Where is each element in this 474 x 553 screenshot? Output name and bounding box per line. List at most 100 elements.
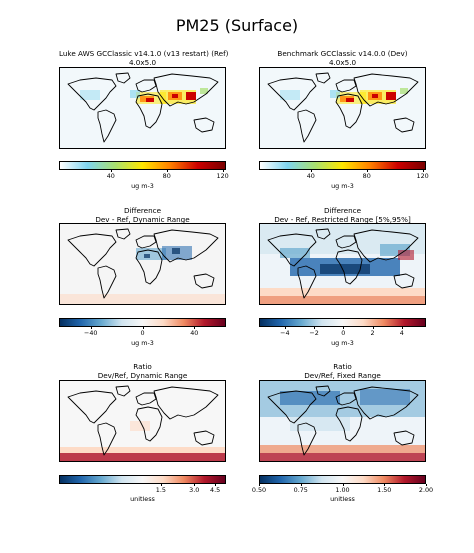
colorbar-tick-mark <box>194 327 196 329</box>
panel-title-ratio-dyn: Ratio Dev/Ref, Dynamic Range <box>59 362 226 380</box>
colorbar-tick-label: 4.5 <box>210 486 221 494</box>
coastline <box>193 117 215 133</box>
coastline <box>315 228 331 240</box>
colorbar-tick-mark <box>166 170 168 172</box>
coastline <box>135 406 163 442</box>
colorbar-tick-mark <box>222 170 224 172</box>
panel-title-ref-line1: Luke AWS GCClassic v14.1.0 (v13 restart)… <box>59 49 229 58</box>
coastline <box>297 265 317 299</box>
coastline <box>393 430 415 446</box>
coastline <box>135 249 163 285</box>
panel-title-diff-res-line1: Difference <box>323 206 362 215</box>
panel-title-diff-dyn-line1: Difference <box>123 206 162 215</box>
colorbar-tick-label: 2 <box>370 329 375 337</box>
colorbar-tick-label: 40 <box>190 329 199 337</box>
colorbar-tick-mark <box>259 484 260 486</box>
coastline <box>335 235 357 249</box>
coastline <box>193 430 215 446</box>
coastline <box>393 117 415 133</box>
colorbar-ticks-ratio-fix: 0.50 0.75 1.00 1.50 2.00 <box>252 484 433 504</box>
colorbar-unit-diff-res: ug m-3 <box>331 339 354 347</box>
colorbar-ratio-fix <box>259 475 426 484</box>
world-map <box>60 68 225 148</box>
coastline <box>153 229 219 263</box>
panel-title-ratio-dyn-line2: Dev/Ref, Dynamic Range <box>97 370 188 380</box>
map-ratio-dyn <box>59 380 226 462</box>
world-map <box>260 381 425 461</box>
coastline <box>135 235 157 249</box>
map-diff-dyn <box>59 223 226 305</box>
colorbar-tick-label: 120 <box>216 172 229 180</box>
coastline <box>335 406 363 442</box>
colorbar-tick-mark <box>366 170 368 172</box>
panel-title-diff-dyn: Difference Dev - Ref, Dynamic Range <box>59 206 226 224</box>
coastline <box>297 109 317 143</box>
colorbar-tick-mark <box>310 170 312 172</box>
colorbar-tick-label: 4 <box>399 329 404 337</box>
coastline <box>393 273 415 289</box>
colorbar-tick-label: 1.50 <box>377 486 392 494</box>
colorbar-tick-mark <box>160 484 162 486</box>
colorbar-ticks-dev: 40 80 120 <box>259 170 429 190</box>
colorbar-ticks-diff-res: −4 −2 0 2 4 <box>259 327 426 347</box>
colorbar-tick-mark <box>194 484 196 486</box>
coastline <box>97 109 117 143</box>
panel-title-ratio-fix-line2: Dev/Ref, Fixed Range <box>304 370 381 380</box>
colorbar-tick-mark <box>343 327 345 329</box>
colorbar-tick-mark <box>401 327 403 329</box>
coastline <box>267 390 317 424</box>
colorbar-tick-mark <box>384 484 386 486</box>
coastline <box>335 249 363 285</box>
panel-title-ref-line2: 4.0x5.0 <box>128 57 157 67</box>
colorbar-tick-mark <box>422 170 424 172</box>
colorbar-tick-label: −2 <box>309 329 319 337</box>
colorbar-ticks-ref: 40 80 120 <box>59 170 229 190</box>
map-ref <box>59 67 226 149</box>
coastline <box>267 233 317 267</box>
world-map <box>60 224 225 304</box>
colorbar-tick-label: 2.00 <box>418 486 434 494</box>
coastline <box>97 422 117 456</box>
world-map <box>260 224 425 304</box>
colorbar-tick-mark <box>142 327 144 329</box>
panel-title-dev-line1: Benchmark GCClassic v14.0.0 (Dev) <box>277 49 408 58</box>
coastline <box>115 385 131 397</box>
coastline <box>67 233 117 267</box>
colorbar-unit-ratio-fix: unitless <box>330 495 355 503</box>
colorbar-tick-mark <box>215 484 217 486</box>
colorbar-tick-label: 40 <box>106 172 115 180</box>
colorbar-tick-label: 40 <box>306 172 315 180</box>
coastline <box>67 390 117 424</box>
panel-title-diff-res-line2: Dev - Ref, Restricted Range [5%,95%] <box>274 214 411 224</box>
colorbar-unit-dev: ug m-3 <box>331 182 354 190</box>
colorbar-tick-mark <box>372 327 374 329</box>
panel-title-dev: Benchmark GCClassic v14.0.0 (Dev) 4.0x5.… <box>259 49 426 67</box>
coastline <box>353 386 419 420</box>
coastline <box>153 386 219 420</box>
colorbar-tick-label: 80 <box>162 172 171 180</box>
panel-title-ratio-fix: Ratio Dev/Ref, Fixed Range <box>259 362 426 380</box>
colorbar-tick-mark <box>342 484 344 486</box>
panel-title-diff-dyn-line2: Dev - Ref, Dynamic Range <box>95 214 190 224</box>
coastline <box>135 93 163 129</box>
colorbar-tick-mark <box>110 170 112 172</box>
coastline <box>153 73 219 107</box>
map-diff-res <box>259 223 426 305</box>
coastline <box>115 228 131 240</box>
coastline <box>315 72 331 84</box>
colorbar-tick-label: 1.5 <box>155 486 166 494</box>
coastline <box>267 77 317 111</box>
coastline <box>335 79 357 93</box>
colorbar-tick-label: 80 <box>362 172 371 180</box>
colorbar-tick-label: 120 <box>416 172 429 180</box>
panel-title-ratio-fix-line1: Ratio <box>333 362 352 371</box>
coastline <box>115 72 131 84</box>
map-dev <box>259 67 426 149</box>
coastline <box>135 392 157 406</box>
colorbar-tick-mark <box>300 484 302 486</box>
colorbar-tick-mark <box>284 327 286 329</box>
colorbar-dev <box>259 161 426 170</box>
colorbar-tick-label: 0.50 <box>251 486 267 494</box>
colorbar-tick-label: 0 <box>341 329 346 337</box>
coastline <box>193 273 215 289</box>
